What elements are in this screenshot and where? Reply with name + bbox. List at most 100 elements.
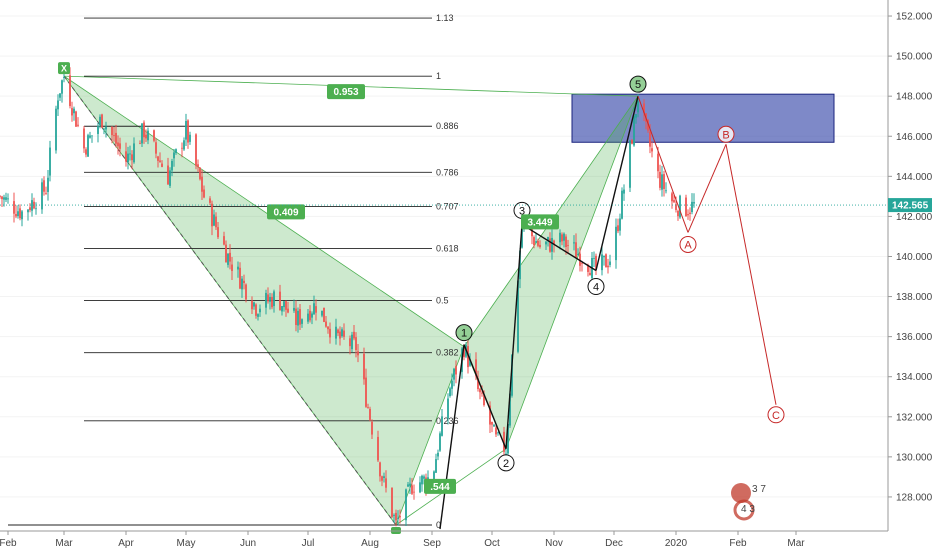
last-price-badge [888,198,932,213]
candle-body [349,338,351,347]
impulse-wave-label: 4 [593,282,599,294]
fib-level-label: 1 [436,71,441,81]
corrective-wave-segment [687,144,727,233]
candle-body [453,368,455,380]
candle-body [355,337,357,351]
candle-body [343,330,345,337]
candle-body [595,255,597,270]
candle-body [131,154,133,161]
pattern-diagonal-xa [63,75,397,526]
candle-body [167,165,169,185]
candle-body [7,198,9,200]
candle-body [237,266,239,270]
candle-body [391,487,393,517]
candle-body [321,310,323,316]
candle-body [105,126,107,130]
candle-body [647,120,649,131]
x-tick-label: Oct [484,538,500,549]
candle-body [325,321,327,327]
candle-body [77,124,79,126]
candle-body [253,302,255,307]
candle-body [369,408,371,420]
x-tick-label: Feb [729,538,747,549]
impulse-wave-marker [497,454,515,472]
y-tick-label: 144.000 [896,172,932,183]
candle-body [35,208,37,210]
candle-body [615,226,617,261]
candles-layer [0,67,695,527]
candle-body [259,308,261,313]
y-tick-label: 148.000 [896,92,932,103]
candle-body [55,108,57,151]
candle-body [183,140,185,150]
candle-body [365,377,367,407]
candle-body [521,224,523,248]
candle-body [587,265,589,272]
corrective-wave-label: A [684,239,692,251]
candle-body [181,147,183,149]
candle-body [73,108,75,114]
last-price-label: 142.565 [892,201,929,212]
y-tick-label: 146.000 [896,132,932,143]
candle-body [549,238,551,252]
candle-body [21,211,23,220]
candle-body [75,111,77,127]
impulse-wave-segment [505,224,523,449]
candle-body [175,149,177,153]
y-tick-label: 134.000 [896,372,932,383]
fib-level-label: 0.786 [436,167,459,177]
candle-body [537,241,539,246]
candle-body [619,218,621,231]
candle-body [563,233,565,241]
candle-body [115,132,117,144]
candle-body [657,153,659,172]
fib-level-label: 0 [436,520,441,530]
candle-body [441,416,443,436]
candle-body [307,313,309,322]
candle-body [495,427,497,435]
candle-body [367,407,369,408]
candle-body [1,196,3,200]
resistance-zone [571,93,835,143]
candle-body [323,307,325,322]
candle-body [227,253,229,265]
y-tick-label: 142.000 [896,212,932,223]
candle-body [295,308,297,325]
candle-body [283,301,285,308]
candle-body [293,307,295,311]
candle-body [561,234,563,242]
candle-body [689,212,691,214]
x-tick-label: Mar [55,538,73,549]
candle-body [59,93,61,98]
candle-body [139,143,141,145]
candle-body [399,516,401,518]
candle-body [405,489,407,521]
candle-body [255,304,257,316]
candle-body [423,476,425,479]
candle-body [363,353,365,380]
candle-body [27,209,29,213]
candle-body [411,485,413,494]
candle-body [497,432,499,434]
candle-body [287,308,289,313]
candle-body [507,424,509,454]
candle-body [575,242,577,258]
candle-body [239,267,241,289]
corrective-wave-marker [717,125,735,143]
candle-body [29,207,31,211]
candle-body [187,120,189,143]
candle-body [481,392,483,394]
candle-body [313,303,315,315]
candle-body [57,100,59,110]
impulse-wave-marker [587,278,605,296]
resistance-zone-layer [571,93,835,143]
candle-body [129,153,131,155]
candle-body [551,237,553,252]
candle-body [379,462,381,477]
candle-body [225,244,227,263]
candle-body [101,114,103,128]
candle-body [243,280,245,284]
candle-body [435,459,437,473]
